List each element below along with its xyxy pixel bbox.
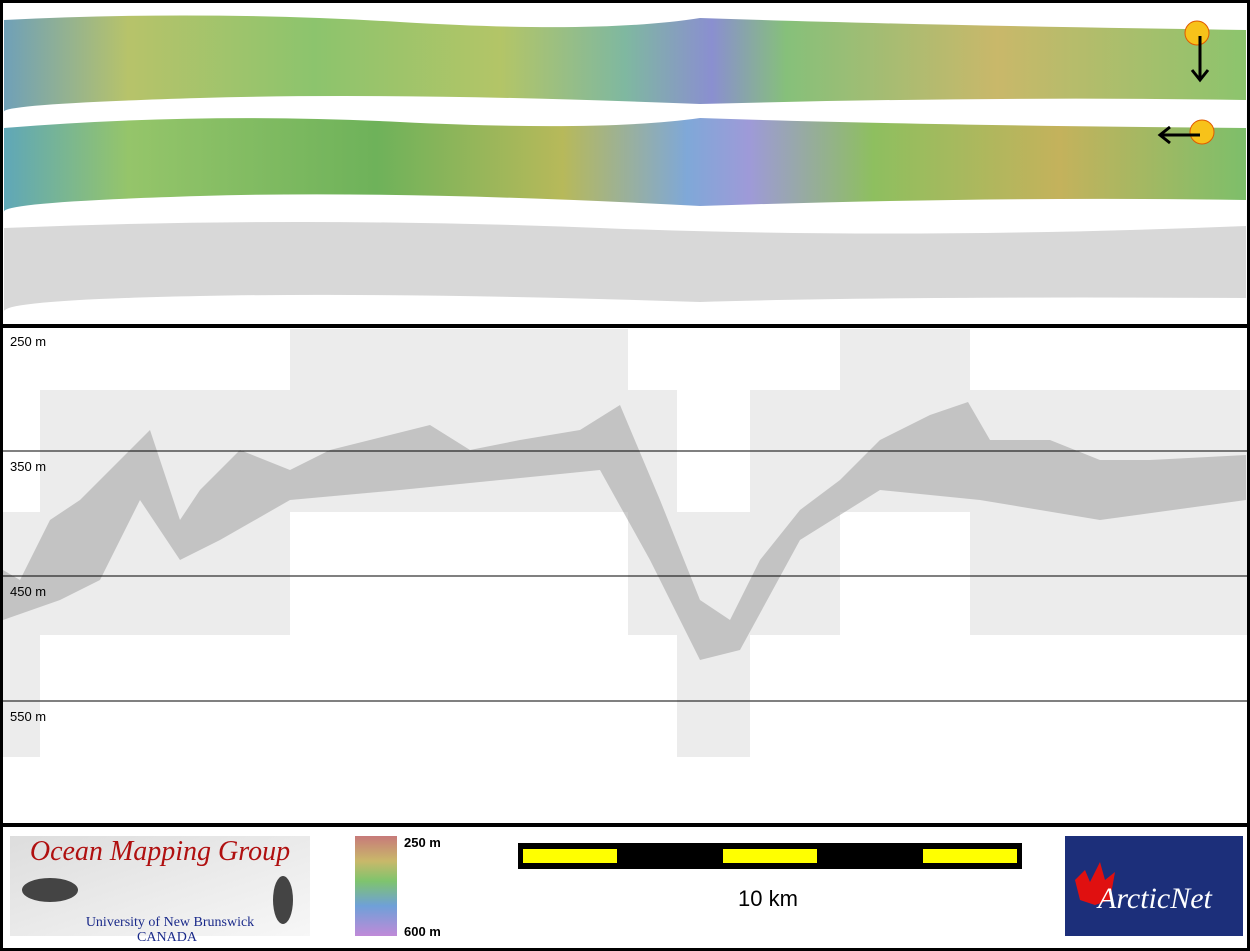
depth-label: 550 m <box>10 709 46 724</box>
logo-graphic <box>273 876 293 924</box>
seafloor-echo <box>3 402 1246 660</box>
omg-title: Ocean Mapping Group <box>30 836 290 867</box>
direction-arrow <box>1157 36 1210 145</box>
separator <box>0 324 1250 328</box>
depth-line <box>3 450 1247 702</box>
separator <box>0 823 1250 827</box>
depth-label: 250 m <box>10 334 46 349</box>
sun-icon <box>1184 20 1215 145</box>
backscatter-strip <box>3 222 1246 312</box>
omg-university: University of New Brunswick <box>86 915 254 930</box>
depth-label: 350 m <box>10 459 46 474</box>
bathymetry-strip <box>3 15 1246 113</box>
colorbar-label: 250 m <box>404 835 441 850</box>
colorbar <box>355 836 397 936</box>
scale-label: 10 km <box>738 886 798 911</box>
omg-country: CANADA <box>137 930 198 945</box>
colorbar-label: 600 m <box>404 924 441 939</box>
logo-graphic <box>22 878 78 902</box>
bathymetry-strip <box>3 118 1246 212</box>
depth-label: 450 m <box>10 584 46 599</box>
arcticnet-text: ArcticNet <box>1096 882 1213 915</box>
scale-bar-segment <box>523 849 1017 863</box>
maple-leaf <box>1075 862 1115 905</box>
